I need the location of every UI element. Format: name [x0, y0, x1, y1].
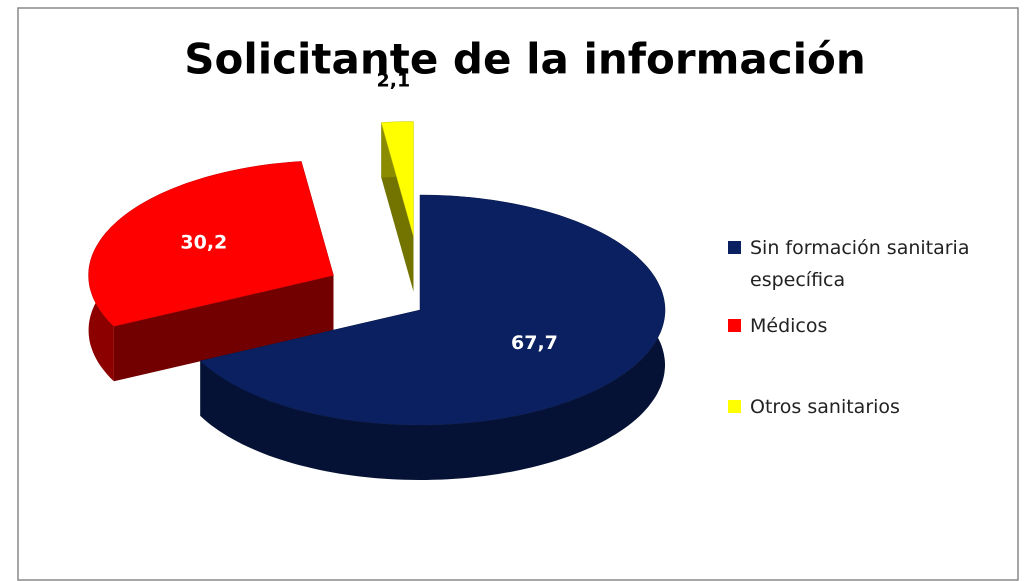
legend-item: Otros sanitarios	[728, 391, 1018, 423]
slice	[88, 161, 334, 382]
legend-item: Médicos	[728, 310, 1018, 342]
data-label: 2,1	[377, 70, 411, 92]
data-label: 67,7	[511, 332, 558, 354]
legend-label: Otros sanitarios	[750, 396, 900, 418]
slice-top	[88, 161, 334, 327]
legend-swatch	[728, 400, 741, 413]
data-label: 30,2	[180, 231, 227, 253]
chart-title: Solicitante de la información	[184, 35, 866, 84]
legend-label: Sin formación sanitaria específica	[750, 237, 970, 291]
legend-swatch	[728, 319, 741, 332]
slice-top	[380, 121, 414, 237]
legend-swatch	[728, 241, 741, 254]
legend-item: Sin formación sanitaria específica	[728, 232, 1018, 296]
slice	[199, 194, 666, 480]
slice-top	[199, 194, 666, 426]
slice-cut-face	[113, 275, 334, 382]
legend-label: Médicos	[750, 315, 828, 337]
slice	[380, 121, 414, 292]
